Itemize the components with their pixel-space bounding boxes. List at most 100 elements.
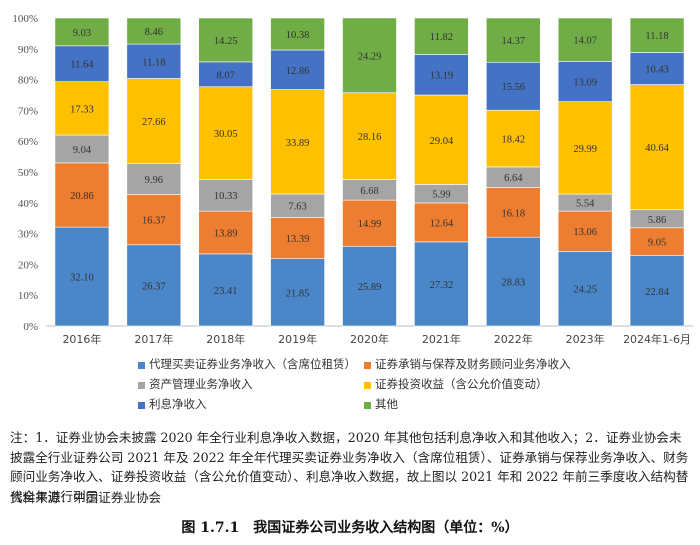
data-label: 9.04 — [73, 145, 92, 156]
data-label: 14.07 — [573, 36, 597, 47]
y-tick-label: 70% — [18, 105, 38, 117]
data-label: 5.99 — [432, 190, 450, 201]
data-label: 24.29 — [358, 51, 382, 62]
bar-segment — [557, 101, 613, 195]
data-label: 28.16 — [358, 132, 382, 143]
data-label: 9.96 — [145, 175, 163, 186]
bar-segment — [198, 61, 254, 88]
y-tick-label: 30% — [18, 229, 38, 241]
legend-label: 证券承销与保荐及财务顾问业务净收入 — [375, 357, 571, 371]
bar-segment — [198, 86, 254, 180]
x-tick-label: 2016年 — [62, 332, 101, 346]
bar-segment — [414, 17, 469, 55]
bar-segment — [270, 17, 325, 51]
x-tick-label: 2017年 — [134, 332, 173, 346]
bar-segment — [270, 49, 325, 90]
legend-item: 证券投资收益（含公允价值变动） — [364, 376, 548, 392]
bar-segment — [414, 241, 469, 327]
data-label: 9.05 — [648, 238, 666, 249]
legend-swatch — [138, 401, 145, 409]
y-tick-label: 20% — [18, 259, 38, 271]
data-label: 13.09 — [573, 77, 597, 88]
stacked-bar-chart: 0% 10% 20% 30% 40% 50% 60% 70% 80% 90% 100% 32.10 20… — [12, 13, 693, 346]
bar-segment — [485, 17, 541, 63]
data-label: 28.83 — [501, 278, 525, 289]
bar-segment — [54, 45, 110, 82]
data-label: 26.37 — [142, 281, 166, 292]
legend-swatch — [364, 361, 371, 369]
data-label: 10.38 — [286, 30, 310, 41]
data-label: 15.56 — [501, 82, 525, 93]
data-label: 18.42 — [501, 135, 525, 146]
bar-segment — [414, 54, 469, 96]
legend-label: 资产管理业务净收入 — [149, 377, 253, 391]
data-label: 21.85 — [286, 288, 310, 299]
data-label: 11.64 — [70, 60, 94, 71]
bar-segment — [198, 210, 254, 255]
data-label: 8.46 — [145, 27, 163, 38]
bar-segment — [629, 255, 685, 327]
legend-label: 代理买卖证券业务净收入（含席位租赁） — [149, 357, 356, 371]
data-label: 27.66 — [142, 117, 166, 128]
data-label: 6.64 — [504, 173, 523, 184]
y-tick-label: 10% — [18, 290, 38, 302]
bar-segment — [557, 210, 613, 252]
bar-segment — [270, 258, 325, 327]
data-label: 29.04 — [430, 136, 454, 147]
bar-segment — [126, 163, 182, 195]
legend-item: 资产管理业务净收入 — [138, 376, 253, 392]
data-label: 25.89 — [358, 282, 382, 293]
legend-label: 证券投资收益（含公允价值变动） — [375, 377, 548, 391]
data-label: 12.86 — [286, 66, 310, 77]
data-label: 11.18 — [142, 57, 165, 68]
data-label: 17.33 — [70, 104, 94, 115]
legend-label: 利息净收入 — [149, 397, 207, 411]
data-label: 27.32 — [430, 280, 454, 291]
bar-segment — [342, 245, 397, 327]
bar-segment — [485, 236, 541, 327]
data-label: 22.84 — [645, 287, 669, 298]
bar-segment — [629, 84, 685, 211]
legend-item: 其他 — [364, 396, 398, 412]
legend-swatch — [138, 361, 145, 369]
data-label: 8.07 — [217, 70, 235, 81]
data-label: 6.68 — [360, 186, 378, 197]
figure-caption: 图 1.7.1 我国证券公司业务收入结构图（单位：%） — [181, 520, 519, 536]
legend-swatch — [364, 401, 371, 409]
bar-segment — [126, 194, 182, 246]
data-label: 14.99 — [358, 219, 382, 230]
y-tick-label: 0% — [23, 321, 38, 333]
y-tick-label: 40% — [18, 198, 38, 210]
x-tick-label: 2018年 — [206, 332, 245, 346]
data-label: 24.25 — [573, 285, 597, 296]
data-label: 20.86 — [70, 191, 94, 202]
bar-segment — [54, 162, 110, 228]
x-tick-label: 2022年 — [494, 332, 533, 346]
legend-item: 证券承销与保荐及财务顾问业务净收入 — [364, 356, 571, 372]
data-label: 16.18 — [501, 208, 525, 219]
footnote: 注：1．证券业协会未披露 2020 年全行业利息净收入数据，2020 年其他包括… — [10, 430, 689, 504]
data-label: 10.33 — [214, 191, 238, 202]
bar-segment — [629, 52, 685, 85]
data-label: 40.64 — [645, 143, 669, 154]
bar-segment — [342, 199, 397, 247]
data-label: 5.86 — [648, 215, 666, 226]
x-tick-label: 2020年 — [350, 332, 389, 346]
bar-segment — [126, 43, 182, 79]
data-label: 11.82 — [430, 32, 453, 43]
y-tick-label: 60% — [18, 136, 38, 148]
bar-segment — [485, 61, 541, 111]
bar-segment — [342, 17, 397, 94]
bar-segment — [54, 17, 110, 47]
data-label: 30.05 — [214, 129, 238, 140]
legend-item: 利息净收入 — [138, 396, 207, 412]
bar-segment — [126, 244, 182, 327]
x-tick-label: 2023年 — [566, 332, 605, 346]
data-label: 9.03 — [73, 28, 91, 39]
data-label: 13.89 — [214, 229, 238, 240]
legend-item: 代理买卖证券业务净收入（含席位租赁） — [138, 356, 356, 372]
bar-segment — [54, 226, 110, 327]
data-label: 13.19 — [430, 71, 454, 82]
x-tick-label: 2019年 — [278, 332, 317, 346]
y-tick-label: 50% — [18, 167, 38, 179]
